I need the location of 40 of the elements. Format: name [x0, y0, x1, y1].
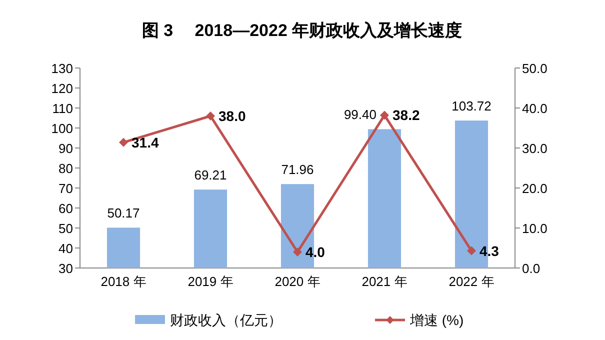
chart-title: 图 3 2018—2022 年财政收入及增长速度 [142, 21, 462, 40]
legend-label: 增速 (%) [409, 312, 464, 328]
y-tick-label: 120 [51, 81, 73, 96]
y2-tick-label: 0.0 [522, 261, 540, 276]
y-tick-label: 80 [58, 161, 73, 176]
x-tick-label: 2018 年 [100, 274, 146, 289]
point [206, 112, 215, 120]
x-tick-label: 2021 年 [362, 274, 408, 289]
point [467, 246, 476, 256]
y-tick-label: 90 [58, 141, 73, 156]
y-tick-label: 50 [58, 221, 73, 236]
data-label: 71.96 [281, 162, 314, 178]
x-tick-label: 2022 年 [448, 274, 494, 289]
y-tick-label: 130 [51, 61, 73, 76]
y2-tick-label: 40.0 [522, 101, 548, 116]
y-tick-label: 40 [58, 241, 73, 256]
data-label: 50.17 [107, 206, 140, 221]
y2-tick-label: 10.0 [522, 221, 548, 236]
x-tick-label: 2019 年 [188, 274, 234, 289]
point [380, 110, 389, 120]
x-tick-label: 2020 年 [274, 274, 320, 289]
y2-tick-label: 50.0 [522, 61, 548, 76]
y-tick-label: 70 [58, 181, 73, 196]
point [119, 138, 128, 147]
data-label: 38.2 [392, 107, 420, 124]
legend-label: 财政收入（亿元） [170, 312, 282, 328]
y2-tick-label: 20.0 [522, 181, 548, 196]
data-label: 69.21 [194, 168, 227, 183]
data-label: 31.4 [132, 134, 159, 150]
data-label: 4.3 [480, 242, 500, 259]
y-tick-label: 110 [52, 101, 73, 116]
y2-tick-label: 30.0 [522, 141, 548, 156]
y-tick-label: 30 [58, 261, 73, 276]
data-label: 99.40 [344, 107, 376, 122]
point [293, 248, 302, 256]
y-tick-label: 60 [58, 201, 73, 216]
data-label: 103.72 [452, 98, 492, 114]
y-tick-label: 100 [51, 121, 73, 136]
data-label: 4.0 [306, 244, 326, 260]
data-label: 38.0 [218, 108, 246, 124]
